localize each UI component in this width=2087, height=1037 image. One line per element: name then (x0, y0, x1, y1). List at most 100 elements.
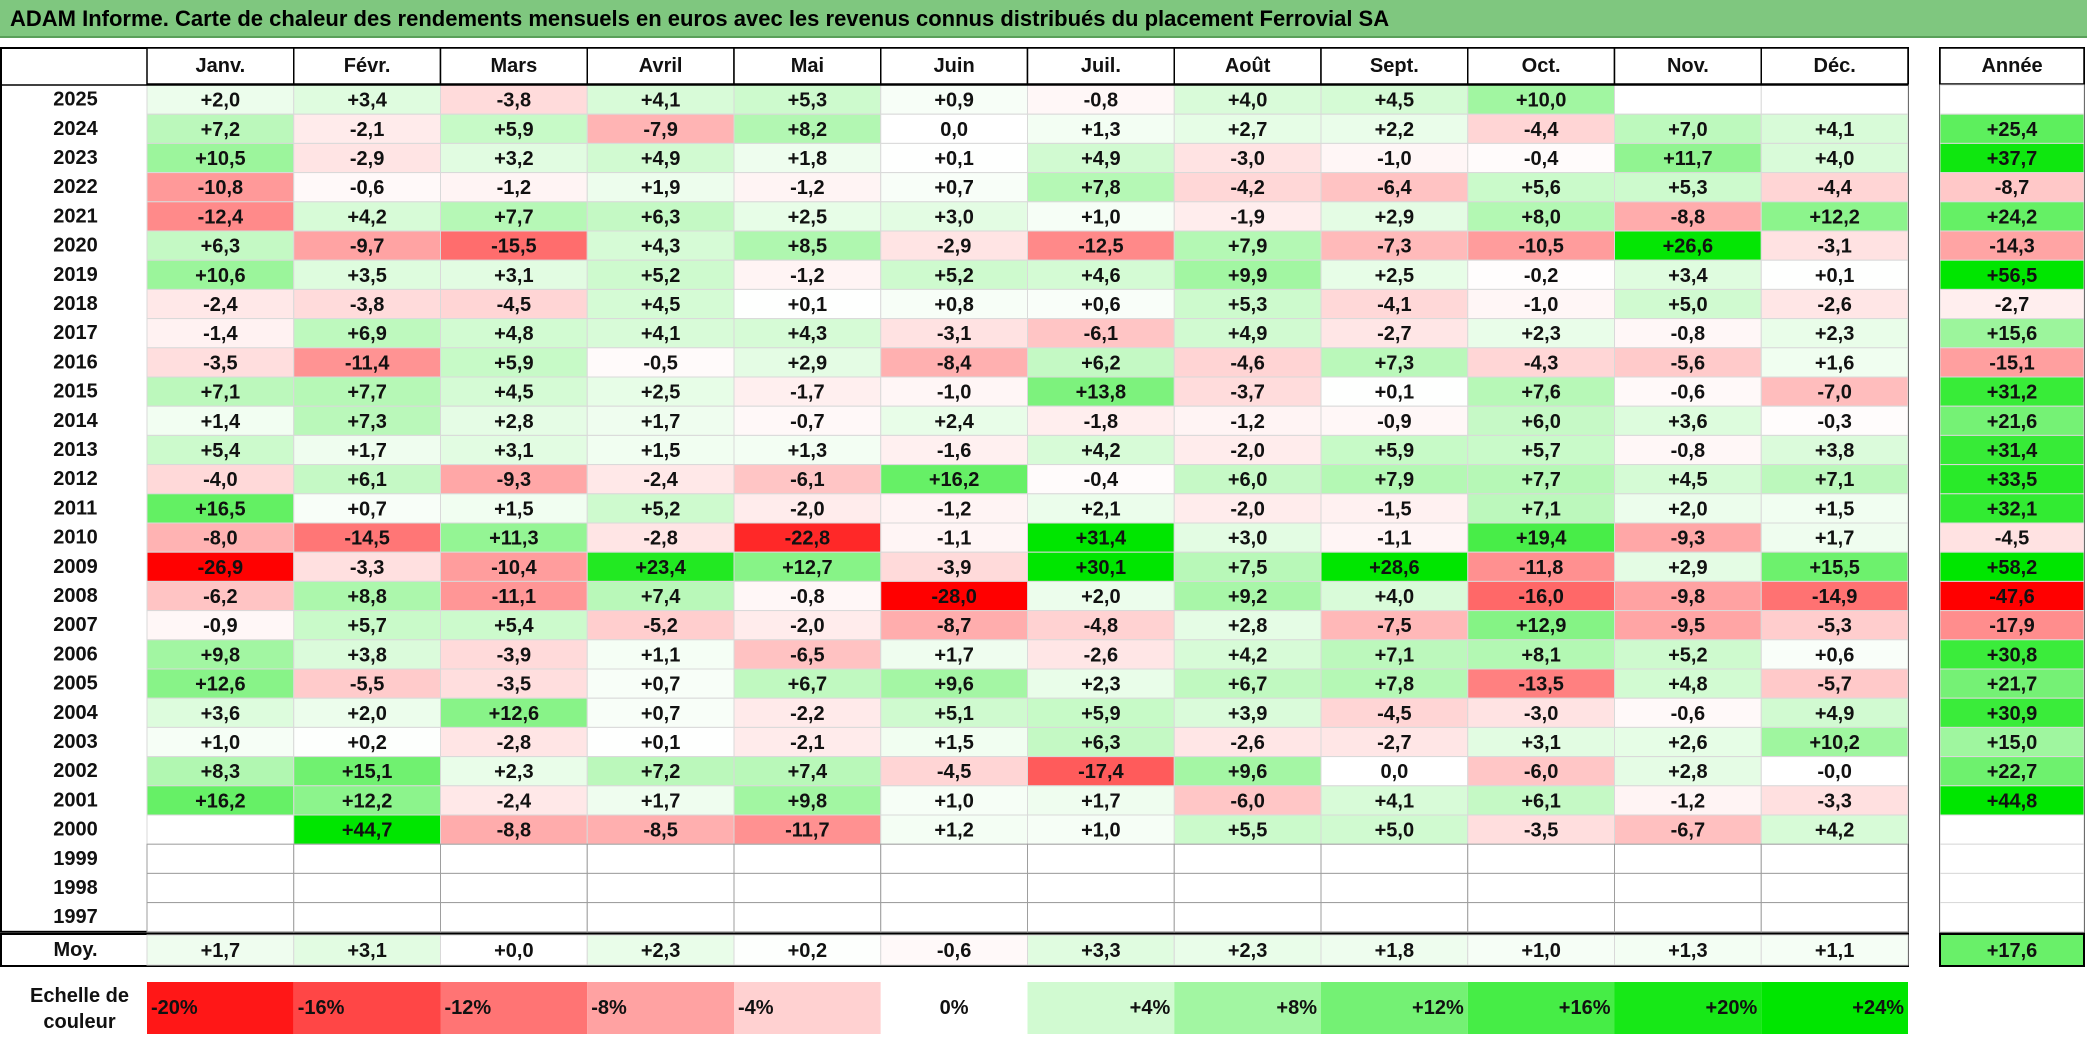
heatmap-cell (440, 259, 588, 290)
annual-cell-value: -14,3 (1989, 236, 2035, 258)
heatmap-cell (1467, 259, 1615, 290)
heatmap-cell (440, 668, 588, 699)
heatmap-cell-value: +23,4 (635, 557, 686, 579)
heatmap-cell (1027, 259, 1175, 290)
heatmap-cell (293, 405, 441, 436)
annual-cell (1939, 814, 2085, 845)
heatmap-cell (440, 347, 588, 378)
heatmap-cell (586, 872, 735, 904)
heatmap-cell (1467, 230, 1615, 261)
heatmap-cell-value: +0,1 (641, 732, 680, 754)
year-label: 2002 (53, 760, 98, 782)
color-scale-swatch (147, 982, 294, 1034)
heatmap-cell-value: +1,5 (494, 498, 533, 520)
heatmap-cell (1027, 843, 1175, 874)
heatmap-cell (293, 434, 441, 466)
year-label: 2019 (53, 264, 98, 286)
average-cell-value: +1,8 (1375, 940, 1414, 962)
heatmap-cell (440, 697, 588, 728)
heatmap-cell-value: +1,3 (788, 440, 827, 462)
annual-cell-value: +21,7 (1987, 674, 2038, 696)
heatmap-cell-value: -2,9 (350, 148, 384, 170)
heatmap-cell (1027, 814, 1175, 845)
heatmap-cell-value: -6,4 (1377, 177, 1412, 199)
heatmap-cell-value: +0,1 (788, 294, 827, 316)
heatmap-cell-value: +30,1 (1076, 557, 1127, 579)
heatmap-cell-value: +2,5 (1375, 265, 1414, 287)
heatmap-cell-value: -2,4 (203, 294, 238, 316)
annual-cell (1939, 113, 2085, 144)
heatmap-cell (1467, 610, 1615, 641)
heatmap-cell-value: +1,5 (641, 440, 680, 462)
heatmap-cell (733, 376, 882, 407)
heatmap-cell-value: +12,7 (782, 557, 833, 579)
heatmap-cell (880, 376, 1028, 407)
month-header-label: Janv. (196, 55, 246, 77)
annual-cell (1939, 756, 2085, 787)
heatmap-cell-value: +2,0 (201, 90, 240, 112)
heatmap-cell-value: -11,1 (492, 586, 536, 608)
heatmap-cell-value: +9,8 (788, 790, 827, 812)
heatmap-cell (880, 814, 1028, 845)
heatmap-cell-value: +5,6 (1521, 177, 1560, 199)
heatmap-cell (1760, 172, 1909, 203)
heatmap-cell (880, 230, 1028, 261)
heatmap-cell-value: +5,0 (1668, 294, 1707, 316)
heatmap-cell-value: +7,8 (1375, 674, 1414, 696)
heatmap-cell (586, 843, 735, 874)
heatmap-cell-value: +6,0 (1521, 411, 1560, 433)
color-scale-swatch (1027, 982, 1175, 1034)
heatmap-cell (293, 201, 441, 232)
heatmap-cell (880, 551, 1028, 582)
average-cell (733, 934, 882, 966)
average-cell (1614, 934, 1762, 966)
month-header-cell (1320, 47, 1469, 85)
average-annual-cell (1939, 933, 2085, 967)
heatmap-cell-value: -4,0 (203, 469, 237, 491)
heatmap-cell-value: -0,8 (1671, 323, 1705, 345)
heatmap-cell-value: -8,8 (497, 820, 531, 842)
heatmap-cell-value: -5,3 (1817, 615, 1851, 637)
heatmap-cell-value: +6,3 (201, 236, 240, 258)
annual-cell (1939, 785, 2085, 816)
year-label: 1998 (53, 877, 98, 899)
chart-title: ADAM Informe. Carte de chaleur des rende… (10, 6, 1390, 31)
month-header-label: Mai (791, 55, 824, 77)
heatmap-cell-value: -5,6 (1671, 352, 1705, 374)
month-header-label: Nov. (1667, 55, 1709, 77)
heatmap-cell-value: +19,4 (1516, 528, 1567, 550)
heatmap-cell-value: +5,0 (1375, 820, 1414, 842)
heatmap-cell (1027, 493, 1175, 524)
year-label: 2006 (53, 643, 98, 665)
heatmap-cell (293, 522, 441, 553)
heatmap-cell (1760, 230, 1909, 261)
heatmap-cell (1173, 902, 1322, 933)
heatmap-cell (1467, 522, 1615, 553)
month-header-label: Avril (639, 55, 683, 77)
heatmap-cell-value: +7,8 (1081, 177, 1120, 199)
heatmap-cell-value: +15,5 (1809, 557, 1860, 579)
heatmap-cell-value: +4,8 (1668, 674, 1707, 696)
heatmap-cell-value: +1,0 (201, 732, 240, 754)
heatmap-cell-value: +1,1 (641, 644, 680, 666)
heatmap-cell (1614, 522, 1762, 553)
heatmap-cell (1027, 113, 1175, 144)
heatmap-cell (733, 522, 882, 553)
heatmap-cell-value: +28,6 (1369, 557, 1420, 579)
heatmap-cell-value: +2,8 (494, 411, 533, 433)
average-cell-value: +1,1 (1815, 940, 1854, 962)
year-label: 2021 (53, 205, 98, 227)
heatmap-cell (1467, 113, 1615, 144)
color-scale-stop-label: +8% (1276, 997, 1317, 1019)
heatmap-cell (1760, 726, 1909, 758)
heatmap-cell-value: +6,3 (1081, 732, 1120, 754)
heatmap-cell-value: -4,6 (1230, 352, 1264, 374)
heatmap-cell (1173, 376, 1322, 407)
heatmap-cell-value: -6,1 (790, 469, 824, 491)
year-label: 2003 (53, 731, 98, 753)
heatmap-cell-value: -2,6 (1084, 644, 1118, 666)
heatmap-cell-value: -0,4 (1084, 469, 1119, 491)
heatmap-cell-value: +2,9 (1375, 206, 1414, 228)
heatmap-cell (146, 872, 295, 904)
month-header-cell (1173, 47, 1322, 85)
